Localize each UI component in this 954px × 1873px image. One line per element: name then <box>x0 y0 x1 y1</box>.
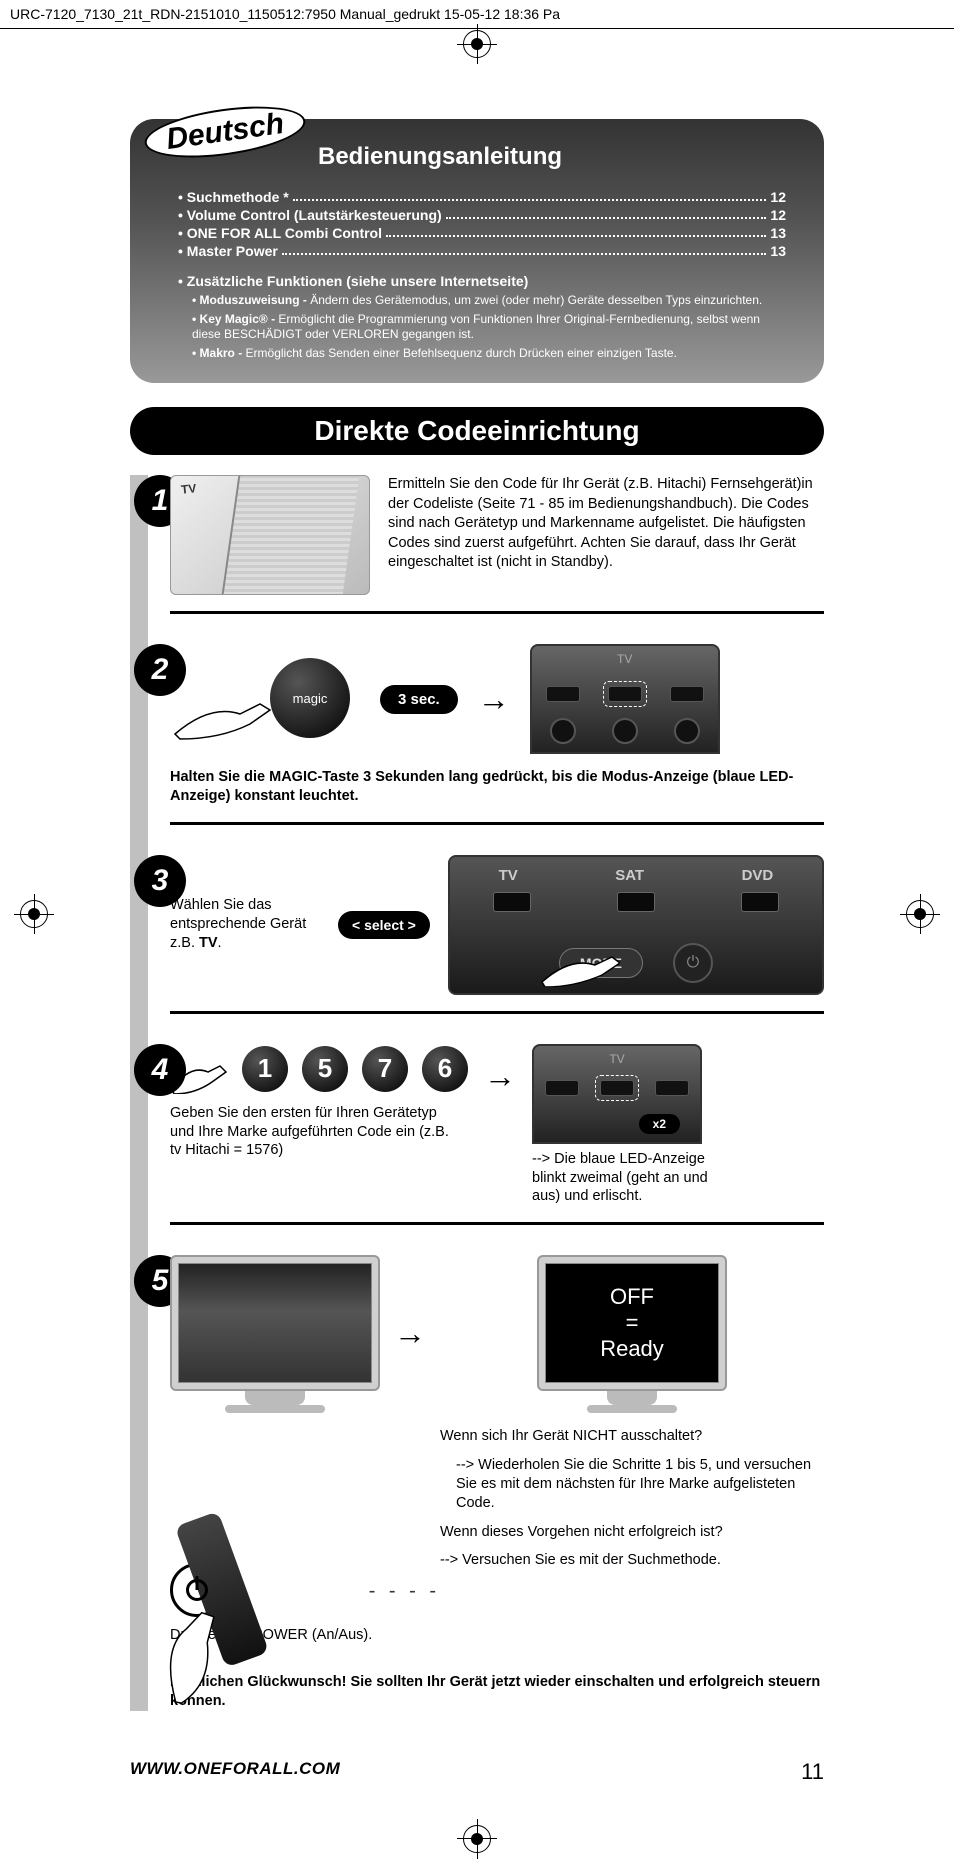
duration-badge: 3 sec. <box>380 685 458 714</box>
round-button-icon <box>674 718 700 744</box>
step5-q2: Wenn dieses Vorgehen nicht erfolgreich i… <box>440 1523 824 1542</box>
toc-label: • ONE FOR ALL Combi Control <box>178 225 382 241</box>
step2-caption: Halten Sie die MAGIC-Taste 3 Sekunden la… <box>170 768 824 806</box>
tv-label: TV <box>609 1052 624 1066</box>
digit-button: 1 <box>242 1046 288 1092</box>
led-slot-glow <box>608 686 642 702</box>
led-slot <box>546 686 580 702</box>
arrow-right-icon: → <box>394 1315 426 1352</box>
toc-dots <box>386 225 766 237</box>
section-title: Direkte Codeeinrichtung <box>130 407 824 455</box>
step5-q1: Wenn sich Ihr Gerät NICHT ausschaltet? <box>440 1427 824 1446</box>
digit-button: 6 <box>422 1046 468 1092</box>
page-footer: WWW.ONEFORALL.COM 11 <box>0 1751 954 1785</box>
step-2: 2 magic 3 sec. → TV <box>170 644 824 825</box>
remote-mode-illustration: TV SAT DVD MODE ⏻ <box>448 855 824 995</box>
step-number: 3 <box>134 855 186 907</box>
arrow-right-icon: → <box>484 1058 516 1095</box>
x2-badge: x2 <box>639 1114 680 1134</box>
mode-slot <box>617 892 655 912</box>
toc-row: • ONE FOR ALL Combi Control 13 <box>178 225 786 241</box>
tv-tab-label: TV <box>180 481 197 497</box>
led-slot <box>670 686 704 702</box>
toc-page: 12 <box>770 207 786 223</box>
step5-a1: --> Wiederholen Sie die Schritte 1 bis 5… <box>440 1456 824 1513</box>
extra-item: • Moduszuweisung - Ändern des Gerätemodu… <box>192 293 786 308</box>
codebook-illustration: TV <box>170 475 370 595</box>
toc-dots <box>446 207 767 219</box>
mode-label-sat: SAT <box>615 867 644 884</box>
led-slot-glow <box>600 1080 634 1096</box>
step-1: 1 TV Ermitteln Sie den Code für Ihr Gerä… <box>170 475 824 614</box>
step3-text: Wählen Sie das entsprechende Gerät z.B. … <box>170 896 320 953</box>
toc-page: 13 <box>770 225 786 241</box>
mode-label-tv: TV <box>499 867 518 884</box>
language-badge: Deutsch <box>142 98 309 166</box>
arrow-right-icon: → <box>478 681 510 718</box>
tv-label: TV <box>617 652 632 666</box>
panel-title: Bedienungsanleitung <box>318 143 786 171</box>
toc-row: • Volume Control (Lautstärkesteuerung) 1… <box>178 207 786 223</box>
mode-slot <box>493 892 531 912</box>
language-panel: Deutsch Bedienungsanleitung • Suchmethod… <box>130 119 824 383</box>
extra-item: • Key Magic® - Ermöglicht die Programmie… <box>192 312 786 342</box>
tv-on-illustration <box>170 1255 380 1391</box>
toc-row: • Master Power 13 <box>178 243 786 259</box>
digit-button: 7 <box>362 1046 408 1092</box>
header-meta: URC-7120_7130_21t_RDN-2151010_1150512:79… <box>10 6 560 22</box>
toc-label: • Volume Control (Lautstärkesteuerung) <box>178 207 442 223</box>
toc-label: • Master Power <box>178 243 278 259</box>
toc-page: 13 <box>770 243 786 259</box>
hand-press-illustration: magic <box>170 654 360 744</box>
extra-item: • Makro - Ermöglicht das Senden einer Be… <box>192 346 786 361</box>
toc-label: • Suchmethode * <box>178 189 289 205</box>
step5-a2: --> Versuchen Sie es mit der Suchmethode… <box>440 1551 824 1570</box>
footer-url: WWW.ONEFORALL.COM <box>130 1759 340 1785</box>
ready-label: Ready <box>600 1336 664 1362</box>
toc-row: • Suchmethode * 12 <box>178 189 786 205</box>
round-button-icon <box>550 718 576 744</box>
footer-page-number: 11 <box>801 1759 824 1785</box>
equals-label: = <box>626 1310 639 1336</box>
signal-dashes-icon: - - - - <box>369 1580 440 1603</box>
remote-top-illustration: TV <box>530 644 720 754</box>
step1-text: Ermitteln Sie den Code für Ihr Gerät (z.… <box>388 475 824 595</box>
power-icon: ⏻ <box>673 943 713 983</box>
step4-left-text: Geben Sie den ersten für Ihren Gerätetyp… <box>170 1104 450 1161</box>
digit-button: 5 <box>302 1046 348 1092</box>
round-button-icon <box>612 718 638 744</box>
mode-slot <box>741 892 779 912</box>
led-slot <box>545 1080 579 1096</box>
mode-label-dvd: DVD <box>742 867 774 884</box>
registration-mark-icon <box>906 900 934 928</box>
toc-dots <box>293 189 767 201</box>
step4-right-text: --> Die blaue LED-Anzeige blinkt zweimal… <box>532 1150 732 1207</box>
step-5: 5 - - - - <box>170 1255 824 1643</box>
step-4: 4 1 5 7 6 Geben Sie den erste <box>170 1044 824 1226</box>
print-header: URC-7120_7130_21t_RDN-2151010_1150512:79… <box>0 0 954 29</box>
toc-dots <box>282 243 767 255</box>
step-3: 3 Wählen Sie das entsprechende Gerät z.B… <box>170 855 824 1014</box>
registration-mark-icon <box>20 900 48 928</box>
step-number: 4 <box>134 1044 186 1096</box>
tv-off-illustration: OFF = Ready <box>537 1255 727 1391</box>
toc-page: 12 <box>770 189 786 205</box>
led-slot <box>655 1080 689 1096</box>
registration-mark-icon <box>463 1825 491 1853</box>
congratulations-text: Herzlichen Glückwunsch! Sie sollten Ihr … <box>170 1673 824 1711</box>
select-badge: < select > <box>338 911 430 939</box>
hand-icon <box>540 937 640 987</box>
remote-blink-illustration: TV x2 <box>532 1044 702 1144</box>
registration-mark-icon <box>463 30 491 58</box>
extra-heading: • Zusätzliche Funktionen (siehe unsere I… <box>178 273 786 289</box>
hand-icon <box>170 674 290 744</box>
off-label: OFF <box>610 1284 654 1310</box>
